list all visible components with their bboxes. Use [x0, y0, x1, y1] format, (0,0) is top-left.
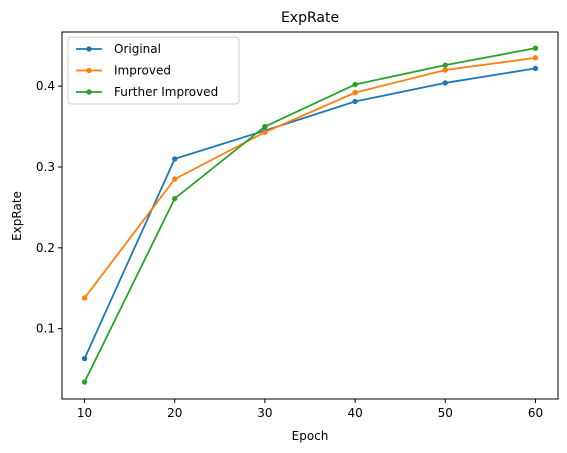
data-point-improved — [442, 67, 448, 73]
x-axis-label: Epoch — [292, 429, 329, 443]
x-tick-label: 60 — [528, 406, 543, 420]
x-tick-label: 10 — [77, 406, 92, 420]
plot-area — [81, 45, 539, 385]
y-tick-label: 0.2 — [36, 241, 55, 255]
legend-box — [67, 36, 240, 105]
legend-label-original: Original — [114, 42, 161, 56]
series-line-improved — [83, 56, 536, 299]
y-tick-label: 0.4 — [36, 79, 55, 93]
legend-marker-improved — [86, 67, 92, 74]
x-tick-label: 40 — [347, 406, 362, 420]
x-tick-label: 50 — [438, 406, 453, 420]
legend: Original Improved Further Improved — [67, 36, 240, 105]
data-point-original — [532, 65, 539, 72]
series-line-original — [83, 67, 536, 359]
plot-frame — [61, 31, 559, 400]
data-point-further-improved — [352, 81, 358, 88]
data-point-improved — [352, 89, 358, 96]
x-tick-label: 20 — [167, 406, 182, 420]
data-point-original — [352, 98, 358, 105]
data-point-original — [81, 355, 88, 362]
data-point-improved — [532, 55, 539, 61]
axes: 10 20 30 40 50 60 0.1 0.2 0.3 0.4 — [36, 79, 543, 420]
data-point-further-improved — [172, 195, 178, 202]
y-tick-label: 0.1 — [36, 322, 55, 336]
legend-label-further-improved: Further Improved — [114, 85, 218, 99]
data-point-further-improved — [81, 379, 88, 385]
data-point-original — [172, 156, 178, 162]
legend-marker-original — [86, 46, 92, 52]
data-point-improved — [262, 129, 268, 135]
series-line-further-improved — [83, 47, 536, 383]
legend-label-improved: Improved — [114, 64, 171, 78]
data-point-further-improved — [532, 45, 539, 51]
data-point-original — [442, 80, 448, 86]
data-point-further-improved — [442, 62, 448, 68]
data-point-further-improved — [262, 123, 268, 130]
data-point-improved — [172, 176, 178, 182]
y-tick-label: 0.3 — [36, 160, 55, 174]
chart-title: ExpRate — [281, 10, 339, 26]
data-point-improved — [81, 295, 88, 301]
legend-marker-further-improved — [86, 89, 92, 95]
x-tick-label: 30 — [257, 406, 272, 420]
y-axis-label: ExpRate — [10, 191, 24, 241]
